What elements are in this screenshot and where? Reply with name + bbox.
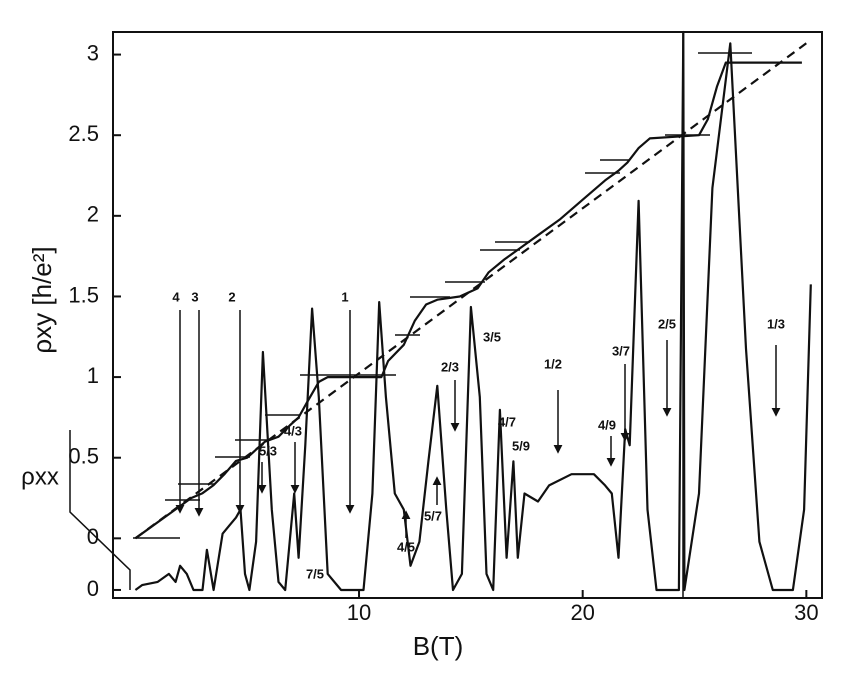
y-tick-label: 1 (87, 363, 99, 388)
annotation: 4/9 (598, 417, 616, 432)
y-axis-label: ρxy [h/e²] (27, 246, 57, 353)
y-tick-label: 3 (87, 40, 99, 65)
x-tick-label: 20 (570, 600, 594, 625)
annotation: 1/3 (767, 316, 785, 331)
rhoxx-axis-guide (69, 430, 131, 590)
annotation: 5/9 (512, 438, 530, 453)
data-line (134, 30, 812, 592)
y-tick-label: 1.5 (68, 282, 99, 307)
annotation: 5/7 (424, 508, 442, 523)
annotation: 3 (191, 289, 198, 304)
x-tick-label: 30 (794, 600, 818, 625)
annotation: 2 (228, 289, 235, 304)
y2-axis-label: ρxx (21, 463, 59, 490)
annotation: 4/5 (397, 539, 415, 554)
annotation: 5/3 (259, 443, 277, 458)
annotation: 4/3 (284, 423, 302, 438)
annotation: 1/2 (544, 356, 562, 371)
data-line (134, 42, 807, 540)
annotation: 7/5 (306, 566, 324, 581)
annotation: 4 (172, 289, 180, 304)
y-tick-label: 2 (87, 202, 99, 227)
x-axis-label: B(T) (413, 631, 464, 661)
data-line (134, 61, 802, 540)
annotation: 2/3 (441, 359, 459, 374)
y-tick-label: 0 (87, 524, 99, 549)
y-tick-label: 0.5 (68, 444, 99, 469)
y-tick-label: 2.5 (68, 121, 99, 146)
y2-tick-label: 0 (87, 576, 99, 601)
annotation: 4/7 (498, 414, 516, 429)
annotation: 3/5 (483, 329, 501, 344)
annotation: 1 (341, 289, 348, 304)
annotation: 3/7 (612, 343, 630, 358)
annotation: 2/5 (658, 316, 676, 331)
x-tick-label: 10 (347, 600, 371, 625)
plot-frame (112, 31, 823, 599)
